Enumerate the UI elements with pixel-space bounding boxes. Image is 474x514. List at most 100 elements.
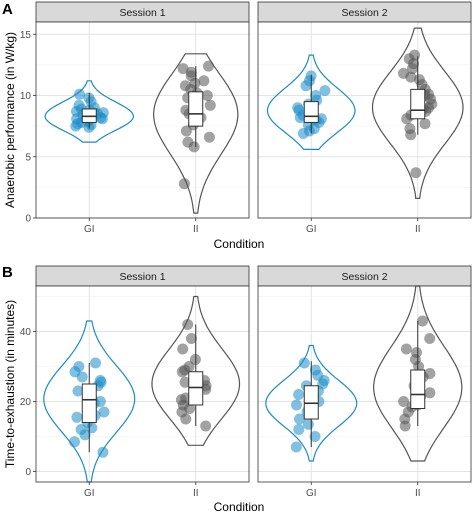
data-point-gi xyxy=(291,399,302,411)
facet-strip-title: Session 2 xyxy=(341,7,387,19)
box-iqr xyxy=(188,91,204,127)
data-point-ii xyxy=(413,74,425,86)
y-tick-label: 0 xyxy=(25,214,31,225)
data-point-ii xyxy=(201,90,213,101)
x-tick-label: GI xyxy=(84,224,95,235)
y-tick-label: 40 xyxy=(20,327,32,338)
facet-strip-title: Session 1 xyxy=(119,7,165,19)
data-point-gi xyxy=(290,441,302,453)
data-point-ii xyxy=(179,80,191,92)
plot-area xyxy=(36,22,249,218)
data-point-ii xyxy=(410,167,422,179)
data-point-gi xyxy=(310,90,322,101)
panel-border xyxy=(35,21,250,219)
data-point-ii xyxy=(179,376,191,388)
data-point-gi xyxy=(72,385,84,397)
facet-A-1: Session 1 GI II 0 5 10 15 xyxy=(20,1,250,235)
data-point-ii xyxy=(185,66,197,78)
panel-label-A: A xyxy=(2,1,13,18)
x-tick-label: GI xyxy=(306,488,317,499)
facet-B-1: Session 1 GI II 0 20 40 xyxy=(20,265,250,499)
data-point-gi xyxy=(74,88,85,100)
data-point-ii xyxy=(189,77,201,89)
data-point-gi xyxy=(317,378,329,390)
data-point-ii xyxy=(177,63,189,75)
data-point-ii xyxy=(182,136,194,148)
data-point-ii xyxy=(204,99,216,111)
y-tick-label: 15 xyxy=(20,30,32,41)
violin-ii xyxy=(151,295,241,446)
violin-ii xyxy=(152,53,239,214)
data-point-ii xyxy=(203,60,214,72)
x-tick-label: II xyxy=(415,224,421,235)
x-tick-label: II xyxy=(193,224,199,235)
data-point-ii xyxy=(198,75,210,87)
data-point-gi xyxy=(90,357,101,369)
plot-area xyxy=(258,22,471,218)
data-point-ii xyxy=(200,420,212,432)
x-tick-label: II xyxy=(193,488,199,499)
data-point-gi xyxy=(319,85,331,97)
data-point-ii xyxy=(424,333,436,344)
facet-A-2: Session 2 GI II xyxy=(257,1,472,235)
data-point-ii xyxy=(184,403,196,414)
y-axis-title: Anaerobic performance (in W/kg) xyxy=(3,32,17,208)
y-tick-label: 5 xyxy=(25,152,31,163)
x-axis-title: Condition xyxy=(214,500,265,514)
data-point-gi xyxy=(293,424,305,435)
data-point-gi xyxy=(94,375,106,386)
violin-gi xyxy=(265,344,358,462)
data-point-gi xyxy=(97,446,109,458)
data-point-ii xyxy=(185,333,197,344)
data-point-ii xyxy=(424,387,436,399)
data-point-gi xyxy=(294,413,305,425)
data-point-ii xyxy=(417,315,429,327)
data-point-ii xyxy=(419,118,431,130)
violin-gi xyxy=(266,54,356,150)
data-point-ii xyxy=(411,347,422,358)
data-point-gi xyxy=(98,406,110,418)
data-point-ii xyxy=(404,123,416,135)
panel-border xyxy=(257,285,472,483)
data-point-ii xyxy=(203,131,215,143)
violin-gi xyxy=(43,320,136,483)
panel-border xyxy=(35,285,250,483)
panel-label-B: B xyxy=(2,264,13,281)
data-point-ii xyxy=(178,178,190,190)
facet-B-2: Session 2 GI II xyxy=(257,265,472,499)
y-tick-label: 20 xyxy=(20,397,32,408)
data-point-gi xyxy=(309,364,321,376)
box-iqr xyxy=(81,383,97,423)
x-tick-label: GI xyxy=(306,224,317,235)
panel-border xyxy=(257,21,472,219)
data-point-ii xyxy=(182,319,194,330)
plot-area xyxy=(36,286,249,482)
data-point-gi xyxy=(73,361,85,372)
x-tick-label: II xyxy=(415,488,421,499)
violin-ii xyxy=(371,27,464,199)
data-point-gi xyxy=(75,424,87,435)
data-point-gi xyxy=(69,436,80,448)
data-point-gi xyxy=(97,107,109,119)
plot-area xyxy=(258,286,471,482)
y-axis-title: Time-to-exhaustion (in minutes) xyxy=(3,300,17,468)
data-point-gi xyxy=(71,411,83,423)
x-axis-title: Condition xyxy=(214,237,265,251)
box-iqr xyxy=(303,385,319,420)
data-point-gi xyxy=(298,357,310,369)
facet-strip-title: Session 2 xyxy=(341,271,387,283)
facet-strip-title: Session 1 xyxy=(119,271,165,283)
data-point-ii xyxy=(177,343,189,355)
y-tick-label: 0 xyxy=(25,467,31,478)
data-point-ii xyxy=(405,71,417,83)
box-iqr xyxy=(188,371,204,406)
data-point-gi xyxy=(70,120,82,132)
x-tick-label: GI xyxy=(84,488,95,499)
box-iqr xyxy=(410,88,426,120)
data-point-ii xyxy=(400,343,412,355)
data-point-ii xyxy=(409,49,421,61)
box-iqr xyxy=(303,101,319,123)
violin-gi xyxy=(44,80,135,143)
data-point-gi xyxy=(303,125,315,137)
